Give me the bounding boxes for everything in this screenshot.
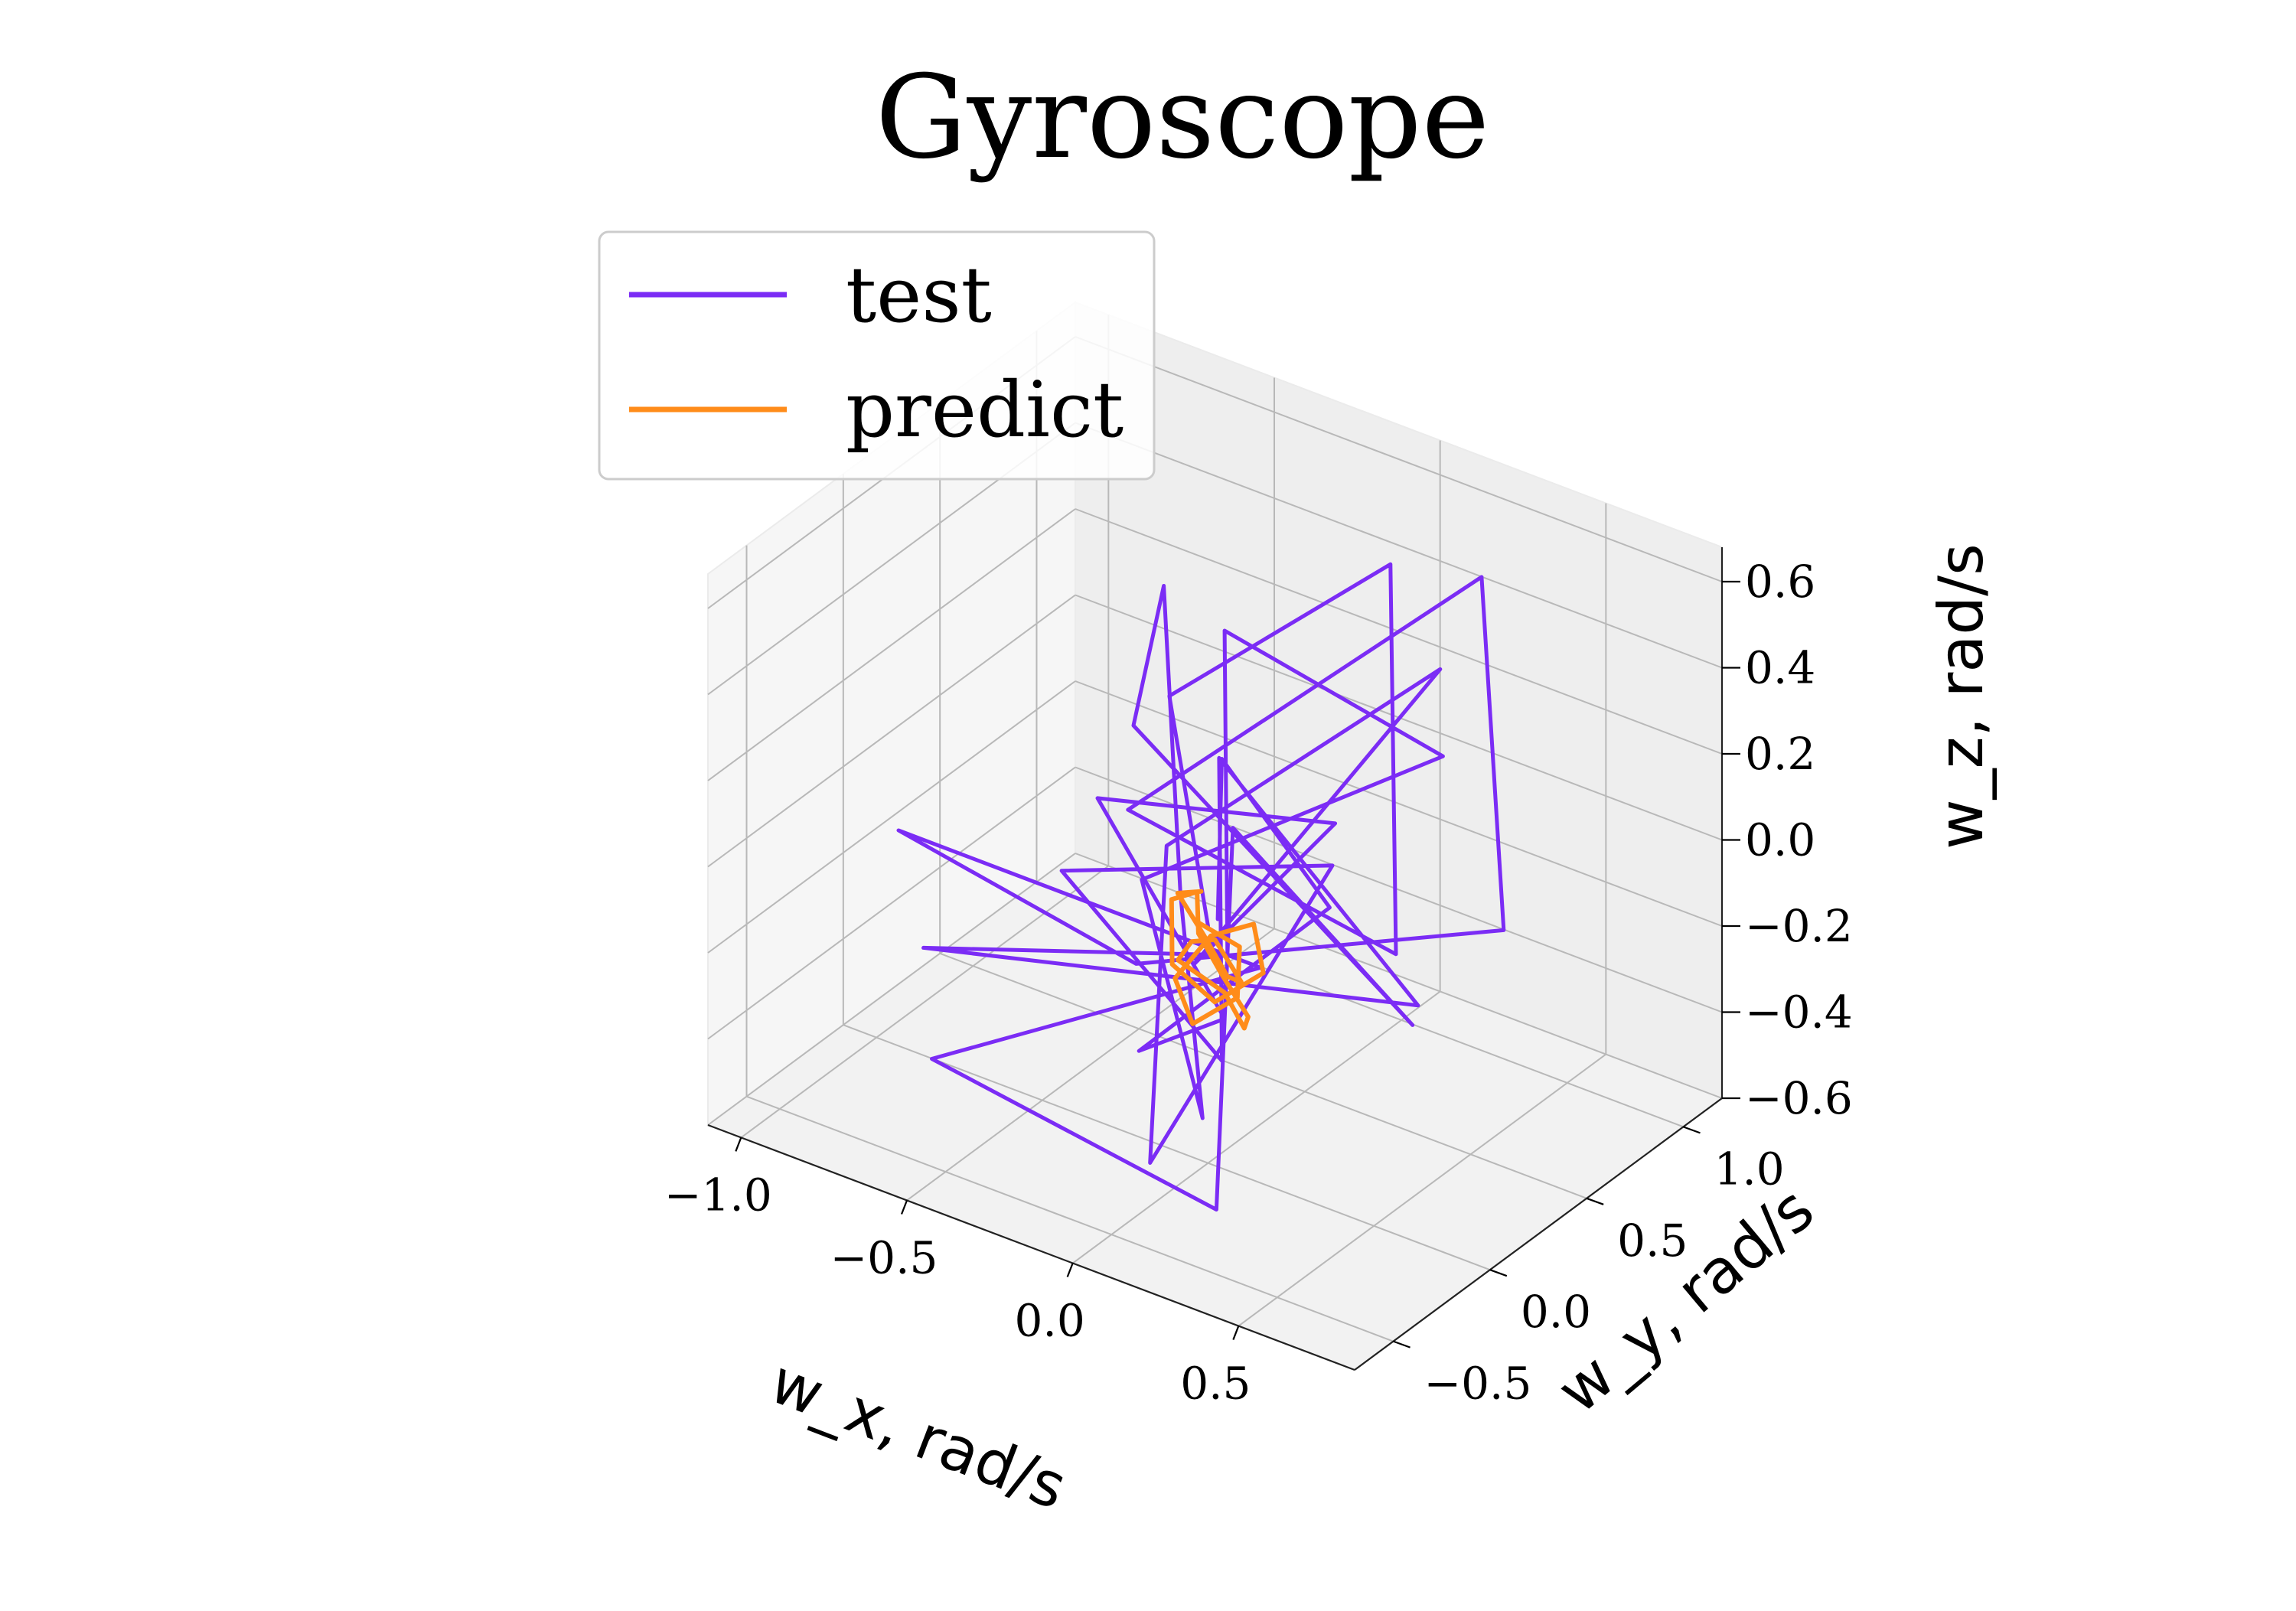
- z-tick-label: −0.4: [1745, 986, 1853, 1039]
- tick-marks: −1.0 −0.5 0.0 0.5 −0.5 0.0 0.5 1.0 −0.6 −0.4 −0.2 0…: [664, 556, 1853, 1410]
- axis-lines: [707, 547, 1724, 1371]
- y-tick-label: 0.5: [1617, 1215, 1688, 1267]
- x-tick-label: −1.0: [664, 1169, 772, 1221]
- x-axis-label: w_x, rad/s: [761, 1345, 1075, 1523]
- y-tick: [1393, 1340, 1411, 1348]
- x-tick: [1066, 1263, 1074, 1277]
- y-tick: [1683, 1126, 1701, 1134]
- x-axis-line: [707, 1123, 1355, 1371]
- y-tick: [1586, 1197, 1604, 1205]
- z-tick-label: 0.6: [1745, 556, 1815, 608]
- grid-line-x-floor: [740, 865, 1109, 1139]
- grid-line-z-left: [707, 680, 1076, 954]
- x-tick: [900, 1200, 908, 1215]
- axes-panes: [706, 301, 1724, 1371]
- x-tick: [735, 1137, 742, 1152]
- z-tick-label: 0.0: [1745, 814, 1815, 866]
- z-axis-label: w_z, rad/s: [1926, 543, 1997, 850]
- series-lines: [896, 562, 1506, 1212]
- grid-line-z-left: [707, 594, 1076, 868]
- y-tick: [1489, 1269, 1508, 1277]
- grid-line-z-back: [1075, 422, 1723, 669]
- grid-line-z-back: [1075, 336, 1723, 582]
- grid-line-x-floor: [1072, 990, 1441, 1264]
- grid-line-y-floor: [746, 1095, 1394, 1342]
- grid-line-z-left: [707, 508, 1076, 781]
- legend-label-test: test: [846, 250, 992, 340]
- x-tick: [1232, 1326, 1240, 1340]
- legend-label-predict: predict: [846, 365, 1124, 455]
- grid-line-z-left: [707, 853, 1076, 1126]
- x-tick-label: 0.0: [1015, 1295, 1085, 1347]
- z-tick-label: −0.2: [1745, 900, 1853, 952]
- grid-line-y-floor: [939, 952, 1587, 1199]
- z-tick-label: 0.2: [1745, 728, 1815, 780]
- x-tick-label: 0.5: [1180, 1358, 1251, 1410]
- grid-line-x-floor: [906, 928, 1275, 1202]
- grid-line-y-floor: [843, 1024, 1491, 1271]
- y-tick-label: −0.5: [1424, 1358, 1532, 1410]
- x-tick-label: −0.5: [830, 1231, 938, 1283]
- chart-title: Gyroscope: [876, 51, 1490, 184]
- z-tick-label: 0.4: [1745, 642, 1815, 694]
- z-tick-label: −0.6: [1745, 1072, 1853, 1124]
- y-tick-label: 1.0: [1714, 1143, 1784, 1195]
- series-test-line: [896, 562, 1506, 1212]
- grid-line-z-back: [1075, 680, 1723, 927]
- y-axis-line: [1354, 1097, 1723, 1371]
- grid-line-z-left: [707, 766, 1076, 1040]
- grid-line-x-floor: [1238, 1053, 1606, 1327]
- legend: test predict: [598, 230, 1156, 481]
- y-tick-label: 0.0: [1521, 1286, 1591, 1338]
- series-predict-line: [1169, 889, 1266, 1031]
